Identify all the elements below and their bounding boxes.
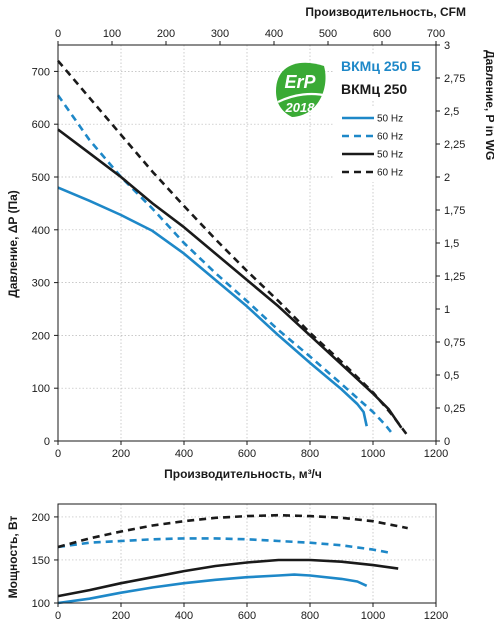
- y-tick-label: 100: [32, 383, 50, 395]
- legend-label-2: 60 Hz: [377, 132, 403, 143]
- power-y-tick-label: 100: [32, 598, 50, 610]
- power-x-tick-label: 200: [112, 610, 130, 622]
- top-axis-title: Производительность, CFM: [305, 5, 466, 19]
- power-grid: [58, 504, 436, 603]
- y-tick-label: 500: [32, 172, 50, 184]
- x-tick-label: 800: [301, 448, 319, 460]
- erp-badge-year: 2018: [285, 100, 316, 115]
- y-tick-label: 200: [32, 330, 50, 342]
- legend-label-4: 60 Hz: [377, 168, 403, 179]
- model-label: ВКМц 250: [341, 81, 407, 97]
- erp-badge-text: ErP: [284, 72, 316, 92]
- pressure-series-line-1: [57, 186, 368, 427]
- pressure-chart: 0 200 400 600 800 1000 12000100200300400500600…: [6, 5, 494, 481]
- power-chart: 0 200 400 600 800 1000 1200 100 150 200 Мощность,…: [6, 503, 449, 622]
- y2-tick-label: 2,25: [444, 139, 465, 151]
- y-tick-label: 300: [32, 278, 50, 290]
- pressure-series-line-2: [56, 94, 393, 434]
- x2-tick-label: 400: [265, 28, 283, 40]
- y2-tick-label: 0,5: [444, 370, 459, 382]
- model-labels: ВКМц 250 Б ВКМц 250: [334, 55, 434, 101]
- y-tick-label: 700: [32, 66, 50, 78]
- power-series-line-4: [57, 513, 408, 549]
- model-label-box: [334, 55, 434, 101]
- erp-badge-swoosh: [277, 92, 329, 103]
- power-axis-title: Мощность, Вт: [6, 515, 20, 598]
- x-tick-label: 0: [55, 448, 61, 460]
- x2-tick-label: 700: [427, 28, 445, 40]
- right-axis-title: Давление, P in WG: [483, 50, 494, 160]
- y2-tick-label: 1,25: [444, 271, 465, 283]
- pressure-series: [56, 59, 409, 437]
- pressure-series-line-4: [57, 59, 409, 437]
- y2-tick-label: 2,5: [444, 106, 459, 118]
- legend: 50 Hz 60 Hz 50 Hz 60 Hz: [334, 108, 434, 182]
- y2-tick-label: 1: [444, 304, 450, 316]
- bottom-axis-title: Производительность, м³/ч: [164, 467, 322, 481]
- x-tick-label: 200: [112, 448, 130, 460]
- left-axis-title: Давление, ΔP (Па): [6, 190, 20, 298]
- y2-tick-label: 2: [444, 172, 450, 184]
- power-x-tick-label: 0: [55, 610, 61, 622]
- y2-tick-label: 3: [444, 40, 450, 52]
- pressure-grid: [58, 45, 436, 441]
- y-tick-label: 400: [32, 225, 50, 237]
- y2-tick-label: 1,5: [444, 238, 459, 250]
- y-tick-label: 600: [32, 119, 50, 131]
- x2-tick-label: 300: [211, 28, 229, 40]
- power-series-line-3: [57, 558, 399, 598]
- power-series-line-1: [57, 573, 368, 605]
- legend-label-3: 50 Hz: [377, 150, 403, 161]
- x2-tick-label: 200: [157, 28, 175, 40]
- x-tick-label: 400: [175, 448, 193, 460]
- power-x-tick-label: 1200: [424, 610, 448, 622]
- power-ticks: 0 200 400 600 800 1000 1200 100 150 200: [32, 512, 449, 622]
- x-tick-label: 600: [238, 448, 256, 460]
- erp-badge-leaf: [276, 62, 326, 117]
- y-tick-label: 0: [44, 436, 50, 448]
- y2-tick-label: 0,25: [444, 403, 465, 415]
- power-series-line-2: [57, 537, 393, 555]
- x2-tick-label: 100: [103, 28, 121, 40]
- power-y-tick-label: 200: [32, 512, 50, 524]
- y2-tick-label: 0: [444, 436, 450, 448]
- x2-tick-label: 500: [319, 28, 337, 40]
- x2-tick-label: 0: [55, 28, 61, 40]
- x2-tick-label: 600: [373, 28, 391, 40]
- x-tick-label: 1200: [424, 448, 448, 460]
- legend-box: [334, 108, 434, 182]
- pressure-ticks: 0 200 400 600 800 1000 12000100200300400500600…: [32, 28, 466, 460]
- y2-tick-label: 0,75: [444, 337, 465, 349]
- model-label-b: ВКМц 250 Б: [341, 58, 421, 74]
- legend-label-1: 50 Hz: [377, 114, 403, 125]
- power-series: [57, 513, 408, 605]
- power-x-tick-label: 600: [238, 610, 256, 622]
- power-x-tick-label: 800: [301, 610, 319, 622]
- y2-tick-label: 1,75: [444, 205, 465, 217]
- x-tick-label: 1000: [361, 448, 385, 460]
- power-x-tick-label: 400: [175, 610, 193, 622]
- power-x-tick-label: 1000: [361, 610, 385, 622]
- erp-2018-badge: ErP 2018: [276, 62, 329, 117]
- y2-tick-label: 2,75: [444, 73, 465, 85]
- power-y-tick-label: 150: [32, 555, 50, 567]
